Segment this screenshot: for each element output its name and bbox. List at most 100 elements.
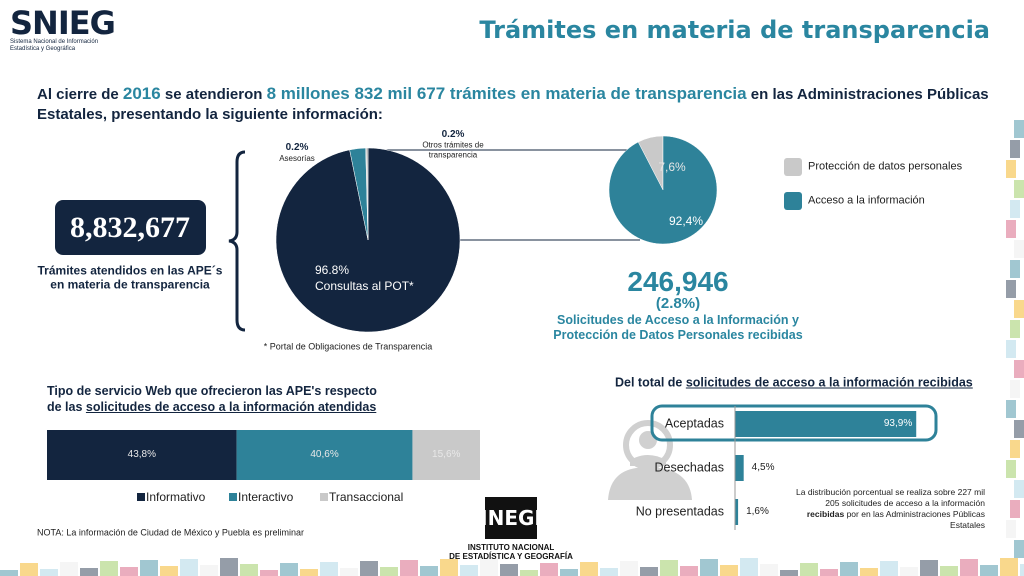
chart-title-part: Tipo de servicio Web que ofrecieron las … bbox=[47, 384, 377, 414]
decoration-block bbox=[80, 568, 98, 576]
total-value: 8,832,677 bbox=[70, 211, 190, 244]
decoration-block bbox=[1006, 520, 1016, 538]
decoration-block bbox=[620, 561, 638, 576]
decoration-block bbox=[480, 558, 498, 576]
logo: SNIEG bbox=[10, 4, 116, 42]
note-part: La distribución porcentual se realiza so… bbox=[796, 487, 985, 508]
decoration-block bbox=[1010, 260, 1020, 278]
decoration-block bbox=[540, 563, 558, 576]
decoration-block bbox=[940, 566, 958, 576]
page-title: Trámites en materia de transparencia bbox=[479, 16, 990, 44]
decoration-block bbox=[960, 559, 978, 576]
decoration-block bbox=[180, 559, 198, 576]
decoration-block bbox=[1014, 120, 1024, 138]
legend-swatch bbox=[320, 493, 328, 501]
inegi-box bbox=[485, 497, 537, 539]
decoration-block bbox=[1014, 180, 1024, 198]
chart-title-emphasis: solicitudes de acceso a la información a… bbox=[85, 400, 377, 414]
bar-segment bbox=[47, 430, 237, 480]
decoration-block bbox=[220, 558, 238, 576]
decoration-block bbox=[980, 565, 998, 576]
slice-value-label: 92,4% bbox=[668, 213, 704, 228]
legend-label: Protección de datos personales bbox=[808, 160, 963, 173]
total-box bbox=[55, 200, 206, 255]
decoration-block bbox=[100, 561, 118, 576]
footer-note: NOTA: La información de Ciudad de México… bbox=[37, 527, 304, 538]
footnote: * Portal de Obligaciones de Transparenci… bbox=[263, 341, 433, 352]
logo-subtitle: Sistema Nacional de Información bbox=[10, 39, 99, 45]
decoration-block bbox=[0, 570, 18, 576]
decoration-block bbox=[140, 560, 158, 576]
note-part: por en las Administraciones Públicas Est… bbox=[844, 509, 985, 530]
chart-title-emphasis: solicitudes de acceso a la información r… bbox=[685, 375, 973, 390]
total-label: Trámites atendidos en las APE´s en mater… bbox=[37, 263, 223, 292]
decoration-block bbox=[760, 564, 778, 576]
decoration-block bbox=[840, 562, 858, 576]
decoration-block bbox=[120, 567, 138, 576]
legend-label: Informativo bbox=[146, 489, 206, 504]
decoration-block bbox=[1014, 300, 1024, 318]
decoration-block bbox=[1006, 460, 1016, 478]
pie-slice bbox=[608, 135, 718, 245]
decoration-block bbox=[1010, 500, 1020, 518]
legend-label: Acceso a la información bbox=[808, 194, 925, 207]
legend-label: Interactivo bbox=[238, 489, 294, 504]
decoration-block bbox=[400, 560, 418, 576]
category-label: Aceptadas bbox=[664, 416, 724, 431]
brace bbox=[228, 150, 246, 332]
pie-slice bbox=[366, 147, 369, 241]
highlight-outline bbox=[650, 404, 938, 442]
legend-label: Transaccional bbox=[329, 489, 404, 504]
chart-title: Del total de solicitudes de acceso a la … bbox=[615, 376, 973, 391]
slice-value-label: 0.2% bbox=[285, 142, 309, 153]
slice-value-label: 7,6% bbox=[658, 159, 686, 174]
decoration-block bbox=[1014, 360, 1024, 378]
decoration-block bbox=[1014, 480, 1024, 498]
decoration-block bbox=[1014, 420, 1024, 438]
decoration-block bbox=[160, 566, 178, 576]
bar-value-label: 40,6% bbox=[310, 449, 339, 460]
inegi-name: DE ESTADÍSTICA Y GEOGRAFÍA bbox=[449, 552, 573, 562]
category-label: No presentadas bbox=[635, 504, 724, 519]
logo-box bbox=[8, 6, 108, 52]
note-bold: recibidas bbox=[806, 509, 845, 519]
bar bbox=[735, 411, 917, 437]
decoration-block bbox=[820, 569, 838, 576]
decoration-block bbox=[780, 570, 798, 576]
decoration-block bbox=[660, 560, 678, 576]
slice-label: Asesorías bbox=[279, 154, 315, 164]
decoration-block bbox=[1006, 340, 1016, 358]
decoration-block bbox=[60, 562, 78, 576]
decoration-block bbox=[1010, 320, 1020, 338]
decoration-block bbox=[440, 559, 458, 576]
decoration-block bbox=[380, 567, 398, 576]
decoration-block bbox=[1010, 380, 1020, 398]
decoration-block bbox=[260, 570, 278, 576]
bar-segment bbox=[236, 430, 413, 480]
decoration-block bbox=[740, 558, 758, 576]
bar-value-label: 93,9% bbox=[883, 418, 913, 429]
decoration-block bbox=[280, 563, 298, 576]
decoration-block bbox=[1006, 280, 1016, 298]
decoration-block bbox=[1010, 440, 1020, 458]
bar bbox=[735, 455, 744, 481]
inegi-name: INSTITUTO NACIONAL bbox=[467, 543, 555, 553]
slice-value-label: 96.8% bbox=[315, 263, 350, 277]
intro-part: Al cierre de bbox=[37, 86, 123, 103]
inegi-logo: INEGI bbox=[480, 506, 542, 530]
legend-swatch bbox=[784, 158, 802, 176]
bar-value-label: 1,6% bbox=[746, 506, 769, 517]
decoration-block bbox=[340, 568, 358, 576]
decoration-block bbox=[300, 569, 318, 576]
category-label: Desechadas bbox=[654, 460, 725, 475]
intro-part: en las Administraciones Públicas Estatal… bbox=[37, 86, 989, 123]
decoration-block bbox=[920, 560, 938, 576]
decoration-block bbox=[40, 569, 58, 576]
decoration bbox=[0, 120, 1024, 576]
decoration-block bbox=[1020, 564, 1024, 576]
decoration-block bbox=[320, 562, 338, 576]
slice-label: Otros trámites de transparencia bbox=[422, 140, 484, 159]
legend-swatch bbox=[137, 493, 145, 501]
decoration-block bbox=[240, 564, 258, 576]
